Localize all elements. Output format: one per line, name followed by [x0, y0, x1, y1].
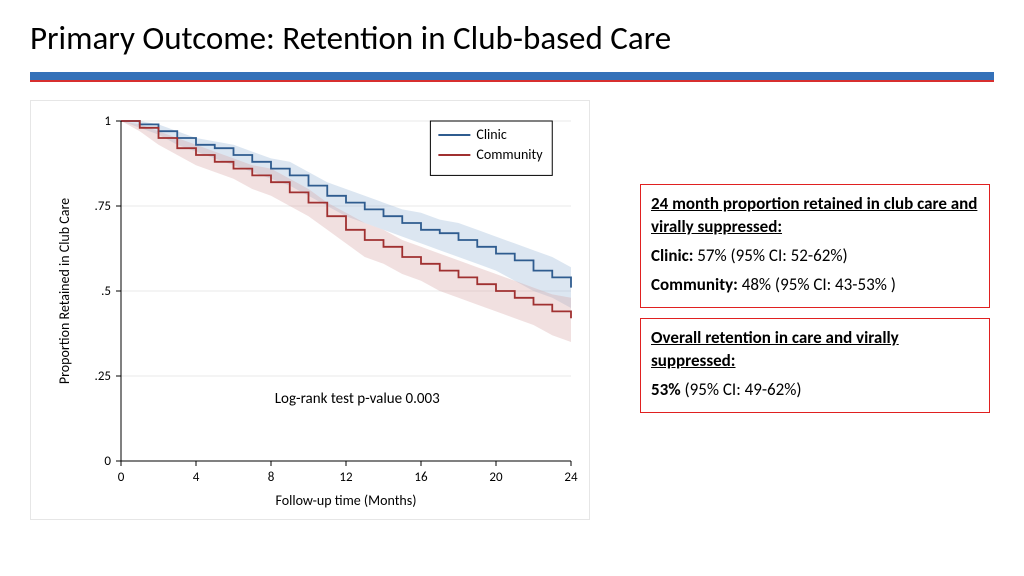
svg-text:20: 20 [489, 470, 503, 485]
svg-text:.75: .75 [95, 199, 111, 214]
box-24month-head: 24 month proportion retained in club car… [651, 193, 979, 239]
svg-text:Community: Community [476, 146, 543, 163]
svg-text:.25: .25 [95, 369, 111, 384]
svg-text:Proportion Retained in Club Ca: Proportion Retained in Club Care [56, 198, 73, 384]
overall-pct: 53% [651, 379, 681, 400]
chart-svg: 0 4 8 12 16 20 24 0 .25 .5 .75 1 Follow-up time (Mon… [31, 101, 591, 521]
svg-text:16: 16 [414, 470, 428, 485]
info-boxes: 24 month proportion retained in club car… [640, 184, 990, 423]
box-overall-value: 53% (95% CI: 49-62%) [651, 379, 979, 402]
clinic-value: 57% (95% CI: 52-62%) [693, 245, 847, 266]
svg-text:Follow-up time (Months): Follow-up time (Months) [276, 492, 417, 509]
logrank-annotation: Log-rank test p-value 0.003 [275, 390, 440, 408]
svg-text:24: 24 [564, 470, 578, 485]
svg-text:.5: .5 [101, 284, 111, 299]
svg-text:Clinic: Clinic [476, 126, 506, 143]
community-label: Community: [651, 274, 738, 295]
box-24month-clinic: Clinic: 57% (95% CI: 52-62%) [651, 245, 979, 268]
box-overall-head: Overall retention in care and virally su… [651, 327, 979, 373]
svg-text:12: 12 [339, 470, 353, 485]
svg-text:0: 0 [118, 470, 125, 485]
box-overall: Overall retention in care and virally su… [640, 318, 990, 413]
clinic-label: Clinic: [651, 245, 693, 266]
svg-text:0: 0 [104, 454, 111, 469]
svg-text:1: 1 [104, 114, 111, 129]
title-rule-red [30, 80, 994, 82]
title-rule-blue [30, 72, 994, 80]
page-title: Primary Outcome: Retention in Club-based… [0, 0, 1024, 58]
community-value: 48% (95% CI: 43-53% ) [738, 274, 896, 295]
km-chart: 0 4 8 12 16 20 24 0 .25 .5 .75 1 Follow-up time (Mon… [30, 100, 590, 520]
overall-ci: (95% CI: 49-62%) [681, 379, 802, 400]
box-24month-community: Community: 48% (95% CI: 43-53% ) [651, 274, 979, 297]
box-24month: 24 month proportion retained in club car… [640, 184, 990, 308]
svg-text:8: 8 [268, 470, 275, 485]
svg-text:4: 4 [193, 470, 200, 485]
